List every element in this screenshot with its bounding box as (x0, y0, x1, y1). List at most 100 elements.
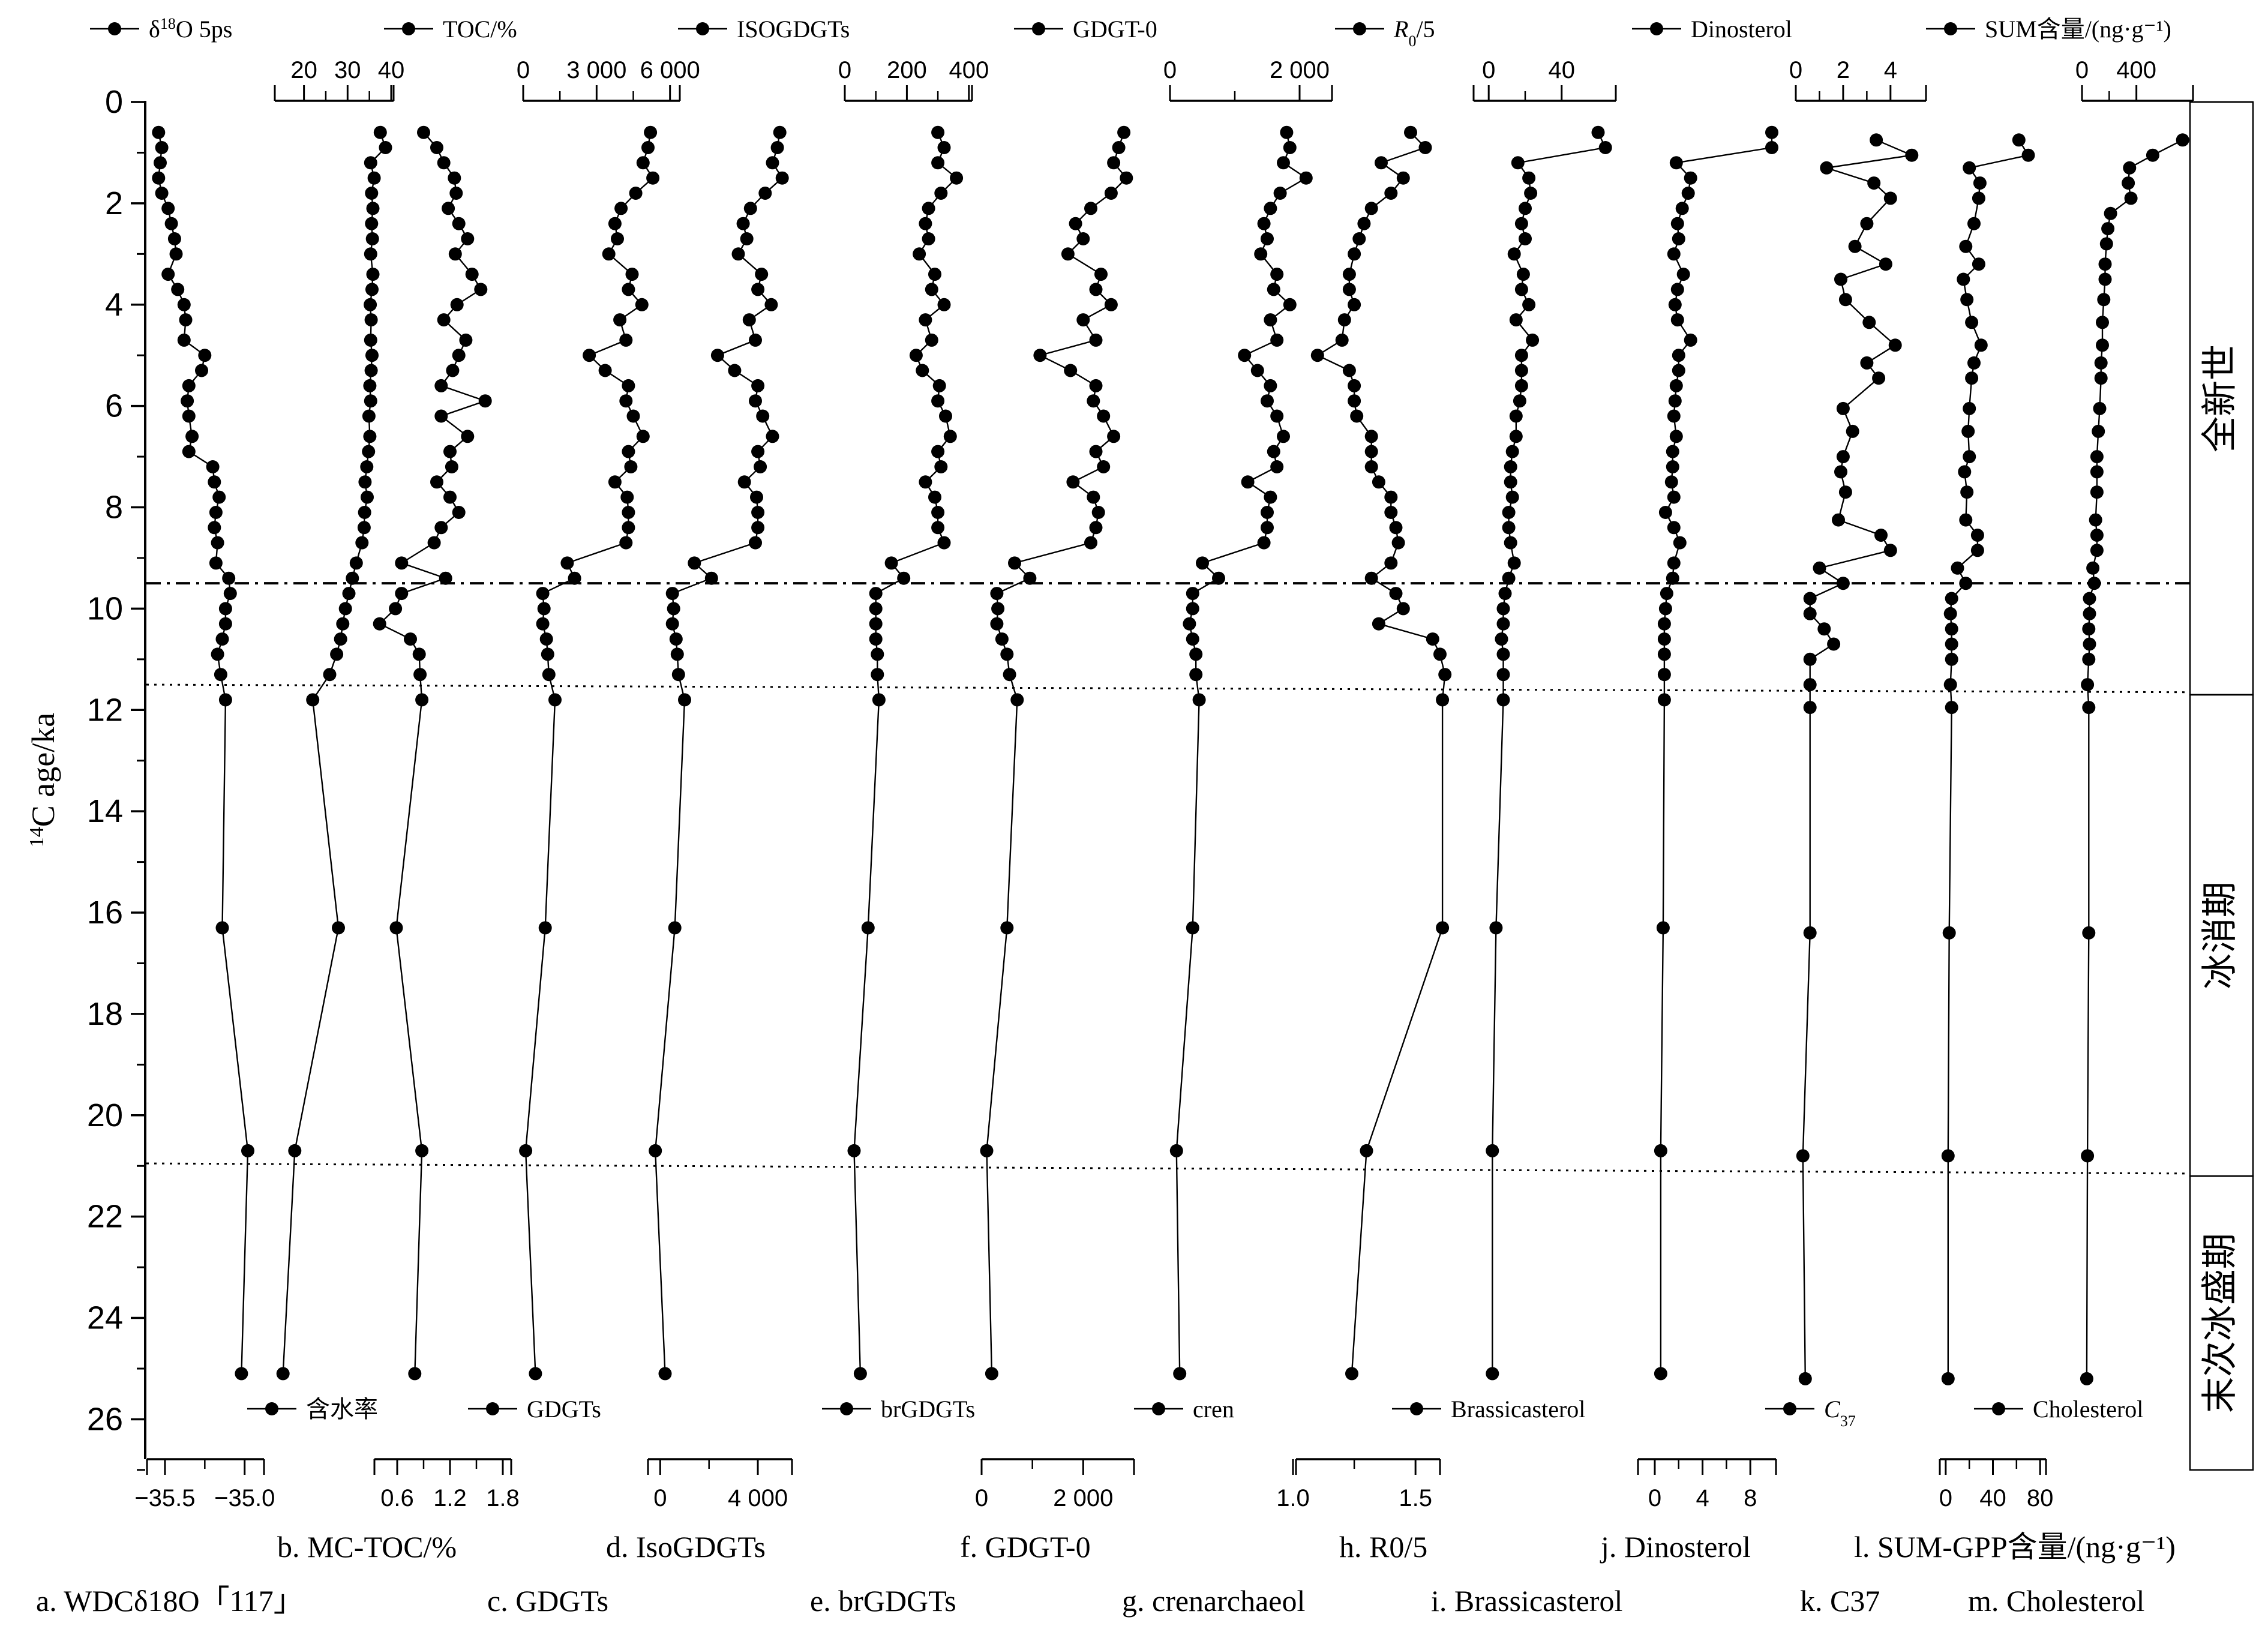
data-point (1957, 272, 1970, 286)
data-point (620, 490, 634, 504)
panel-caption: g. crenarchaeol (1122, 1584, 1305, 1618)
data-point (1495, 632, 1508, 646)
legend-text-rest: /5 (1416, 16, 1435, 43)
data-point (1502, 506, 1516, 519)
data-point (209, 506, 223, 519)
data-point (1270, 333, 1284, 347)
data-point (1404, 125, 1417, 139)
data-point (1003, 668, 1016, 682)
data-point (1391, 536, 1405, 550)
data-point (1905, 148, 1919, 162)
data-point (1264, 379, 1277, 392)
data-point (1803, 926, 1817, 940)
tick-label: −35.0 (214, 1485, 275, 1511)
series-12 (1796, 133, 1919, 1385)
legend-text-main: GDGTs (527, 1396, 601, 1423)
data-point (1261, 521, 1274, 535)
data-point (644, 125, 658, 139)
legend-entry: SUM含量/(ng·g⁻¹) (1926, 16, 2171, 43)
data-point (1069, 217, 1082, 230)
data-point (154, 156, 167, 170)
data-point (2090, 465, 2104, 479)
data-point (541, 647, 554, 661)
data-point (688, 556, 701, 570)
legend-label: Cholesterol (2033, 1396, 2143, 1423)
panel-caption: h. R0/5 (1339, 1530, 1427, 1564)
data-point (668, 921, 682, 935)
data-point (1972, 257, 1985, 271)
data-point (366, 268, 380, 281)
data-point (2092, 424, 2105, 438)
legend-text-main: R (1393, 16, 1408, 43)
data-point (934, 460, 948, 473)
legend-marker (1944, 22, 1957, 35)
data-point (1942, 926, 1956, 940)
series-line (1947, 139, 2030, 1379)
data-point (937, 298, 951, 311)
data-point (1087, 490, 1100, 504)
legend-label: ISOGDGTs (737, 16, 850, 43)
data-point (1418, 141, 1432, 154)
data-point (764, 298, 778, 311)
data-point (1672, 364, 1685, 377)
data-point (1196, 556, 1209, 570)
data-point (365, 349, 379, 362)
data-point (1396, 602, 1410, 616)
data-point (2082, 926, 2096, 940)
data-point (1666, 460, 1679, 473)
data-point (2082, 701, 2096, 715)
data-point (1084, 536, 1097, 550)
data-point (1883, 191, 1897, 205)
data-point (737, 475, 751, 489)
data-point (1522, 171, 1536, 185)
data-point (542, 668, 556, 682)
data-point (1803, 701, 1817, 715)
data-point (379, 141, 392, 154)
data-point (622, 379, 635, 392)
data-point (404, 632, 417, 646)
data-point (177, 333, 191, 347)
data-point (1965, 316, 1979, 329)
data-point (2090, 544, 2104, 557)
data-point (2096, 316, 2109, 329)
data-point (548, 693, 562, 707)
data-point (931, 156, 945, 170)
data-point (1860, 356, 1874, 370)
data-point (1836, 577, 1850, 590)
data-point (439, 571, 452, 585)
data-point (1765, 141, 1778, 154)
data-point (1657, 632, 1671, 646)
value-axis-14: 0 400 (2075, 57, 2194, 102)
data-point (1668, 394, 1682, 408)
data-point (367, 171, 381, 185)
data-point (749, 333, 762, 347)
tick-label: 2 (1837, 57, 1850, 83)
data-point (434, 409, 448, 423)
tick-label: 2 000 (1270, 57, 1330, 83)
data-point (2083, 592, 2096, 605)
data-point (2098, 272, 2112, 286)
data-point (1273, 187, 1287, 200)
data-point (179, 313, 193, 327)
value-axis-12: 0 2 4 (1789, 57, 1927, 102)
legend-marker (1152, 1402, 1165, 1415)
data-point (2087, 577, 2101, 590)
data-point (161, 202, 175, 215)
data-point (1838, 485, 1852, 499)
data-point (415, 1144, 429, 1157)
tick-label: 80 (2027, 1485, 2054, 1511)
period-label: 冰消期 (2200, 881, 2240, 989)
data-point (990, 617, 1004, 631)
data-point (1817, 622, 1831, 636)
data-point (1870, 133, 1883, 147)
data-point (1970, 544, 1984, 557)
data-point (430, 141, 443, 154)
data-point (1436, 921, 1450, 935)
y-tick-label: 10 (87, 590, 123, 626)
legend-text-main: Cholesterol (2033, 1396, 2143, 1423)
data-point (1270, 409, 1284, 423)
legend-text-main: ISOGDGTs (737, 16, 850, 43)
data-point (1945, 622, 1958, 636)
data-point (450, 298, 464, 311)
data-point (922, 232, 935, 245)
